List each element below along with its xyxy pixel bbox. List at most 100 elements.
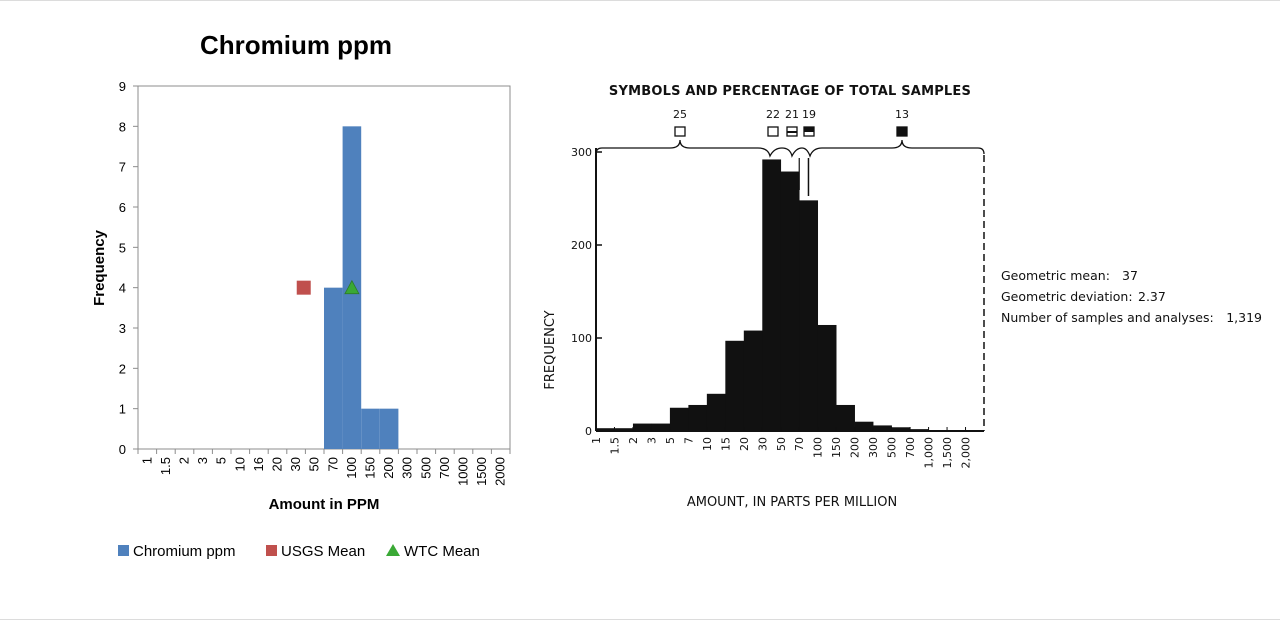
usgs-histogram-bar bbox=[725, 340, 745, 431]
usgs-plot-area: 0 100 200 300 1 1.5 2 3 5 7 10 15 20 30 50 70 100 150 200 3… bbox=[571, 146, 985, 469]
usgs-histogram-bar bbox=[817, 324, 837, 431]
usgs-y-tick-label: 200 bbox=[571, 239, 592, 252]
usgs-x-tick-label: 3 bbox=[645, 437, 658, 444]
legend-label-usgs: USGS Mean bbox=[281, 543, 365, 560]
usgs-x-tick-label: 50 bbox=[775, 437, 788, 451]
x-tick-label: 200 bbox=[381, 457, 396, 479]
usgs-x-tick-label: 150 bbox=[830, 437, 843, 458]
usgs-histogram-bar bbox=[596, 428, 615, 431]
usgs-histogram-bar bbox=[873, 425, 892, 431]
usgs-x-tick-label: 300 bbox=[867, 437, 880, 458]
legend-swatch-wtc bbox=[386, 544, 400, 556]
legend-swatch-chromium bbox=[118, 545, 129, 556]
x-tick-label: 1.5 bbox=[158, 457, 173, 475]
usgs-histogram-bar bbox=[910, 429, 929, 431]
usgs-x-tick-label: 500 bbox=[886, 437, 899, 458]
frame-top-line bbox=[0, 0, 1280, 1]
usgs-x-tick-label: 700 bbox=[904, 437, 917, 458]
usgs-mean-marker bbox=[296, 280, 311, 295]
usgs-x-tick-label: 30 bbox=[756, 437, 769, 451]
stat-value: 2.37 bbox=[1138, 289, 1166, 304]
usgs-x-tick-label: 70 bbox=[793, 437, 806, 451]
legend-swatch-usgs bbox=[266, 545, 277, 556]
x-tick-label: 30 bbox=[288, 457, 303, 471]
usgs-x-tick-label: 200 bbox=[849, 437, 862, 458]
x-tick-label: 2000 bbox=[493, 457, 508, 486]
usgs-y-tick-label: 100 bbox=[571, 332, 592, 345]
x-tick-label: 16 bbox=[251, 457, 266, 471]
x-tick-label: 1 bbox=[139, 457, 154, 464]
x-tick-label: 70 bbox=[325, 457, 340, 471]
symbols-title: SYMBOLS AND PERCENTAGE OF TOTAL SAMPLES bbox=[609, 84, 971, 99]
x-tick-label: 150 bbox=[363, 457, 378, 479]
usgs-x-tick-label: 1.5 bbox=[608, 437, 621, 455]
usgs-x-tick-label: 2 bbox=[627, 437, 640, 444]
chart-title: Chromium ppm bbox=[200, 30, 392, 60]
stat-label: Geometric deviation: bbox=[1001, 289, 1133, 304]
symbols-brace bbox=[602, 139, 978, 158]
x-tick-label: 2 bbox=[177, 457, 192, 464]
symbol-fill bbox=[787, 131, 797, 133]
usgs-y-tick-label: 300 bbox=[571, 146, 592, 159]
usgs-x-tick-label: 10 bbox=[701, 437, 714, 451]
usgs-y-axis-label: FREQUENCY bbox=[543, 310, 558, 389]
y-tick-label: 4 bbox=[119, 281, 126, 296]
y-axis-label: Frequency bbox=[91, 229, 108, 306]
y-tick-label: 0 bbox=[119, 442, 126, 457]
usgs-x-tick-label: 5 bbox=[664, 437, 677, 444]
histogram-bar bbox=[379, 408, 399, 449]
x-axis-label: Amount in PPM bbox=[269, 496, 380, 513]
usgs-histogram-bar bbox=[947, 430, 966, 431]
x-tick-label: 3 bbox=[195, 457, 210, 464]
symbol-percentage: 13 bbox=[895, 108, 909, 121]
usgs-y-tick-label: 0 bbox=[585, 425, 592, 438]
y-tick-label: 7 bbox=[119, 160, 126, 175]
histogram-bar bbox=[324, 287, 343, 449]
y-tick-label: 8 bbox=[119, 119, 126, 134]
stat-label: Geometric mean: bbox=[1001, 268, 1110, 283]
usgs-histogram-bar bbox=[891, 427, 911, 431]
y-tick-label: 6 bbox=[119, 200, 126, 215]
stat-value: 1,319 bbox=[1226, 310, 1262, 325]
usgs-frequency-histogram: SYMBOLS AND PERCENTAGE OF TOTAL SAMPLES … bbox=[543, 84, 1262, 510]
usgs-statistics: Geometric mean: 37 Geometric deviation: 2.3… bbox=[1001, 268, 1262, 325]
wtc-mean-marker bbox=[344, 279, 360, 295]
x-tick-label: 500 bbox=[418, 457, 433, 479]
usgs-x-tick-label: 15 bbox=[719, 437, 732, 451]
y-tick-label: 1 bbox=[119, 402, 126, 417]
usgs-x-tick-label: 1,000 bbox=[923, 437, 936, 469]
histogram-bar bbox=[361, 408, 380, 449]
symbols-row: 25 22 21 19 13 bbox=[595, 108, 985, 158]
symbol-filled-square bbox=[896, 126, 908, 137]
brace-end bbox=[977, 147, 985, 155]
x-tick-label: 1000 bbox=[456, 457, 471, 486]
usgs-histogram-bar bbox=[836, 404, 855, 431]
x-tick-label: 300 bbox=[400, 457, 415, 479]
stat-value: 37 bbox=[1122, 268, 1138, 283]
usgs-x-tick-label: 20 bbox=[738, 437, 751, 451]
x-tick-label: 50 bbox=[307, 457, 322, 471]
usgs-histogram-bar bbox=[854, 421, 874, 431]
legend-label-chromium: Chromium ppm bbox=[133, 543, 236, 560]
usgs-histogram-bar bbox=[632, 423, 652, 431]
usgs-histogram-bar bbox=[928, 430, 948, 431]
chart-legend: Chromium ppm USGS Mean WTC Mean bbox=[118, 543, 480, 560]
usgs-x-tick-label: 2,000 bbox=[960, 437, 973, 469]
symbol-percentage: 21 bbox=[785, 108, 799, 121]
symbol-percentage: 19 bbox=[802, 108, 816, 121]
y-tick-label: 9 bbox=[119, 79, 126, 94]
x-tick-label: 700 bbox=[437, 457, 452, 479]
usgs-histogram-bar bbox=[651, 423, 671, 431]
usgs-x-axis-label: AMOUNT, IN PARTS PER MILLION bbox=[687, 495, 897, 510]
usgs-histogram-bar bbox=[799, 200, 819, 431]
legend-label-wtc: WTC Mean bbox=[404, 543, 480, 560]
symbol-percentage: 22 bbox=[766, 108, 780, 121]
x-tick-label: 20 bbox=[270, 457, 285, 471]
symbol-open-square bbox=[767, 126, 779, 137]
usgs-histogram-bar bbox=[780, 171, 800, 431]
usgs-x-tick-label: 100 bbox=[812, 437, 825, 458]
usgs-histogram-bar bbox=[706, 393, 726, 431]
usgs-x-tick-label: 1 bbox=[590, 437, 603, 444]
usgs-histogram-bar bbox=[669, 407, 689, 431]
